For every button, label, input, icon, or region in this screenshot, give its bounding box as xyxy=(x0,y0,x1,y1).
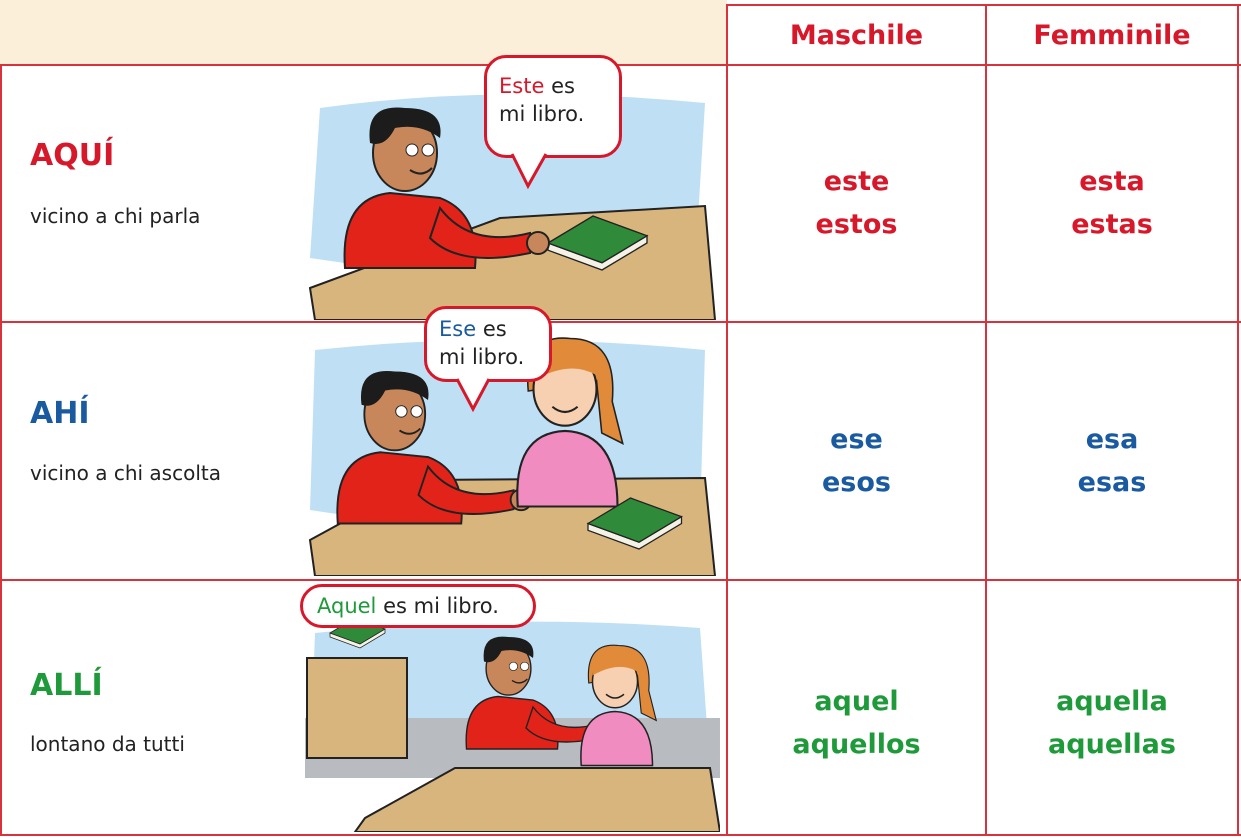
form-cell: aquella aquellas xyxy=(986,680,1238,766)
mouth xyxy=(409,167,433,175)
row-description: vicino a chi ascolta xyxy=(30,461,221,485)
table-border xyxy=(0,64,2,836)
speech-bubble: Este es mi libro. xyxy=(484,55,622,158)
form: aquella xyxy=(1056,686,1168,717)
book-cover xyxy=(546,215,649,264)
table-border xyxy=(0,579,1241,581)
mouth xyxy=(605,693,625,699)
shirt xyxy=(516,429,619,508)
row-description: vicino a chi parla xyxy=(30,204,201,228)
shirt xyxy=(580,710,654,767)
row-label: ALLÍ xyxy=(30,668,103,703)
mouth xyxy=(551,405,579,414)
bubble-text: es mi libro. xyxy=(383,594,499,618)
eye xyxy=(520,661,530,671)
eye xyxy=(395,405,408,418)
bubble-text: mi libro. xyxy=(439,345,525,369)
illustration xyxy=(308,337,717,576)
column-header: Maschile xyxy=(789,20,924,51)
form-cell: esta estas xyxy=(986,160,1238,246)
table-border xyxy=(1237,4,1239,836)
back-desk xyxy=(306,657,408,759)
eye xyxy=(508,661,518,671)
bubble-text: mi libro. xyxy=(499,102,585,126)
table-border xyxy=(0,321,1241,323)
speech-bubble: Ese es mi libro. xyxy=(424,306,552,382)
bubble-tail xyxy=(455,378,491,413)
table-border xyxy=(985,4,987,836)
book xyxy=(546,215,649,271)
form: aquellas xyxy=(1048,729,1176,760)
hair xyxy=(360,370,429,406)
form-cell: este estos xyxy=(727,160,986,246)
speech-bubble: Aquel es mi libro. xyxy=(300,584,536,628)
form-cell: esa esas xyxy=(986,418,1238,504)
table-border xyxy=(0,64,1241,66)
table-border xyxy=(727,4,1241,6)
table-border xyxy=(0,834,1241,836)
hair xyxy=(483,636,534,663)
form-cell: aquel aquellos xyxy=(727,680,986,766)
girl xyxy=(580,644,658,767)
desk xyxy=(353,767,720,832)
column-header: Femminile xyxy=(1033,20,1191,51)
boy xyxy=(465,636,610,750)
bubble-tail xyxy=(510,153,548,190)
hair xyxy=(369,107,441,144)
row-label: AQUÍ xyxy=(30,138,115,173)
eye xyxy=(410,405,423,418)
form: esas xyxy=(1077,467,1147,498)
bubble-text: es xyxy=(551,74,575,98)
bubble-highlight: Aquel xyxy=(317,594,377,618)
row-description: lontano da tutti xyxy=(30,732,185,756)
book xyxy=(586,497,683,550)
bubble-highlight: Ese xyxy=(439,317,477,341)
form: ese xyxy=(830,424,883,455)
hand xyxy=(526,231,550,255)
row-label: AHÍ xyxy=(30,396,90,431)
form: estos xyxy=(815,209,898,240)
boy xyxy=(343,107,550,269)
illustration xyxy=(305,618,720,832)
eye xyxy=(405,143,419,157)
form: esta xyxy=(1079,166,1145,197)
bubble-highlight: Este xyxy=(499,74,545,98)
header-blank xyxy=(0,0,727,65)
form: esos xyxy=(821,467,891,498)
mouth xyxy=(511,678,528,684)
tail-shape xyxy=(455,378,491,413)
fringe xyxy=(592,649,639,676)
mouth xyxy=(398,427,422,435)
form: estas xyxy=(1071,209,1153,240)
form: aquel xyxy=(814,686,899,717)
form: aquellos xyxy=(792,729,921,760)
eye xyxy=(421,143,435,157)
tail-shape xyxy=(510,153,548,190)
book-cover xyxy=(586,497,683,543)
form-cell: ese esos xyxy=(727,418,986,504)
form: esa xyxy=(1085,424,1139,455)
table-border xyxy=(726,4,728,836)
arm xyxy=(428,205,531,259)
arm xyxy=(417,464,515,515)
form: este xyxy=(823,166,890,197)
bubble-text: es xyxy=(482,317,507,341)
